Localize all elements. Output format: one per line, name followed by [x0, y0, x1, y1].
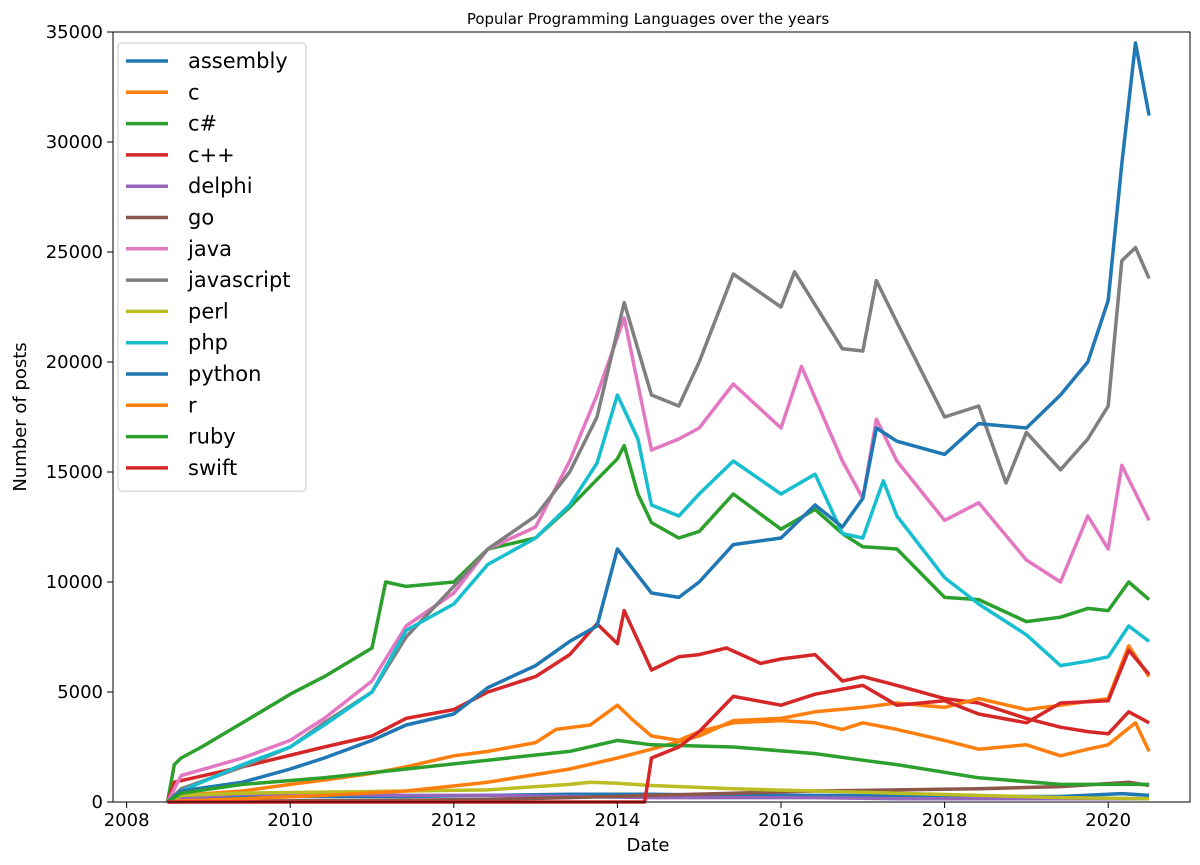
y-tick-label: 5000 [57, 682, 103, 703]
legend-label: delphi [188, 174, 253, 198]
series-line-r [167, 644, 1151, 804]
series-line-php [166, 393, 1151, 804]
chart-title: Popular Programming Languages over the y… [467, 10, 830, 28]
series-line-c- [165, 443, 1151, 803]
x-tick-label: 2020 [1085, 810, 1131, 831]
legend-label: c++ [188, 143, 235, 167]
series-line-python [166, 41, 1151, 804]
y-tick-label: 10000 [46, 572, 103, 593]
legend-label: swift [188, 456, 237, 480]
legend-label: c [188, 80, 200, 104]
series-line-java [165, 316, 1151, 803]
y-tick-label: 35000 [46, 22, 103, 43]
y-tick-label: 20000 [46, 352, 103, 373]
x-axis: 2008 2010 2012 2014 2016 2018 2020 [104, 802, 1131, 831]
legend-label: go [188, 206, 214, 230]
legend-label: perl [188, 299, 229, 323]
legend-label: python [188, 362, 261, 386]
series-line-c- [165, 608, 1150, 803]
series-line-ruby [166, 738, 1150, 804]
legend-label: javascript [187, 268, 291, 292]
x-tick-label: 2018 [922, 810, 968, 831]
legend: assembly c c# c++ delphi go java javascript perl… [117, 42, 307, 492]
legend-label: java [187, 237, 232, 261]
series-line-perl [166, 780, 1150, 804]
x-tick-label: 2008 [104, 810, 150, 831]
series-line-swift [167, 648, 1151, 804]
legend-label: ruby [188, 425, 236, 449]
legend-label: r [188, 393, 197, 417]
y-axis: 0 5000 10000 15000 20000 25000 30000 35000 [46, 22, 113, 813]
y-tick-label: 0 [92, 792, 103, 813]
series-layer [165, 41, 1151, 804]
x-tick-label: 2012 [431, 810, 477, 831]
x-tick-label: 2014 [595, 810, 641, 831]
x-tick-label: 2016 [758, 810, 804, 831]
legend-label: php [188, 331, 228, 355]
y-tick-label: 30000 [46, 132, 103, 153]
y-axis-label: Number of posts [10, 342, 31, 491]
y-tick-label: 25000 [46, 242, 103, 263]
legend-label: assembly [188, 49, 288, 73]
legend-label: c# [188, 112, 217, 136]
y-tick-label: 15000 [46, 462, 103, 483]
series-line-go [167, 780, 1150, 804]
x-axis-label: Date [626, 835, 669, 856]
x-tick-label: 2010 [267, 810, 313, 831]
plot-frame [112, 31, 1191, 803]
